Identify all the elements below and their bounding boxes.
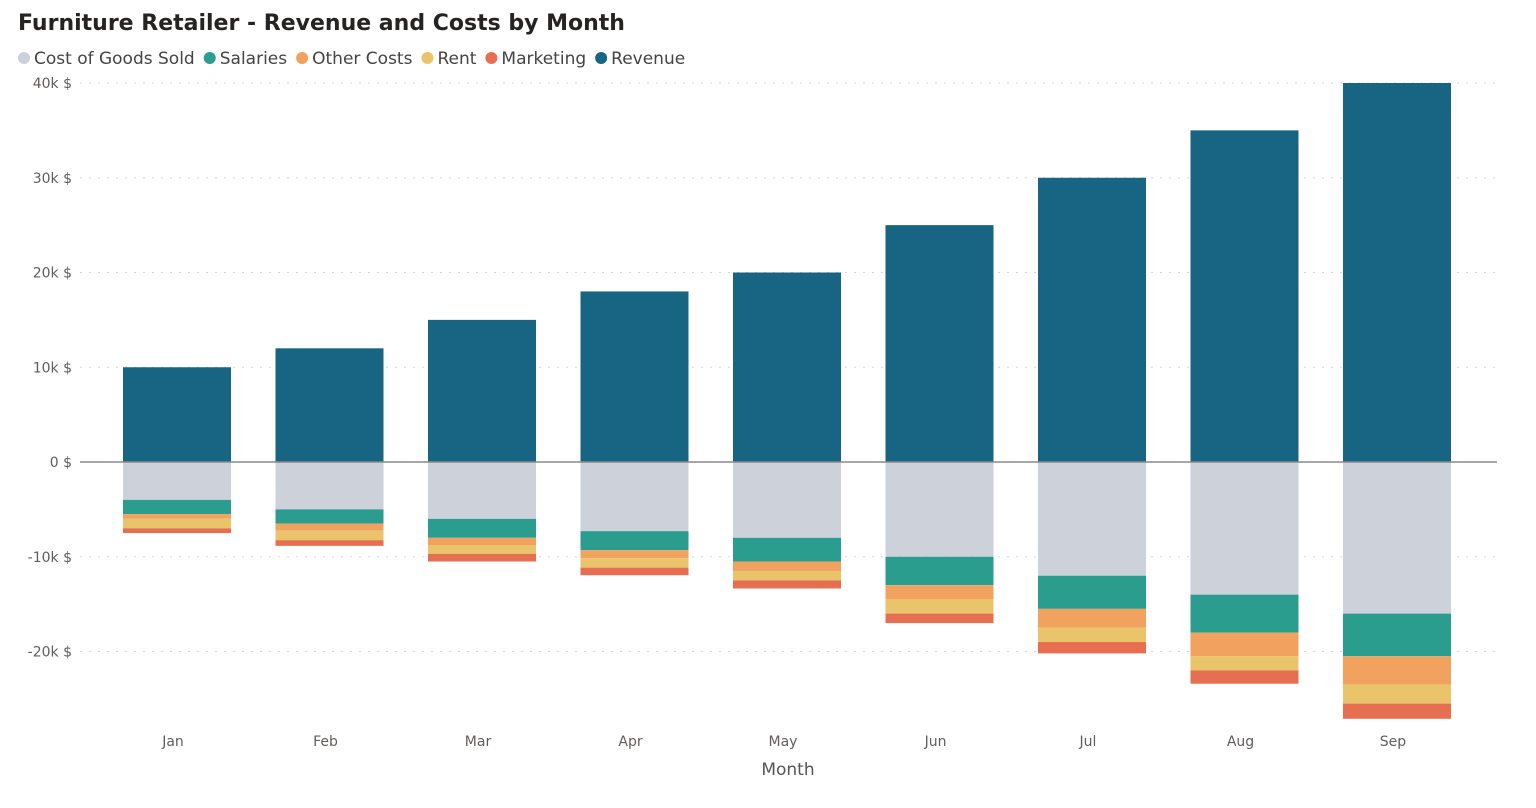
- bar-cost-of-goods-sold-may[interactable]: [733, 462, 841, 538]
- legend-item[interactable]: Rent: [421, 49, 477, 69]
- bar-salaries-jan[interactable]: [123, 499, 231, 515]
- bar-revenue-aug[interactable]: [1190, 130, 1299, 462]
- bar-cost-of-goods-sold-jul[interactable]: [1038, 462, 1146, 576]
- legend-label: Revenue: [611, 49, 685, 69]
- y-tick-label: -20k $: [28, 645, 72, 661]
- y-axis: -20k $ -10k $ 0 $ 10k $ 20k $ 30k $ 40k $: [28, 76, 72, 661]
- bar-marketing-jun[interactable]: [885, 613, 994, 624]
- bar-rent-jul[interactable]: [1038, 627, 1146, 643]
- bar-other-costs-aug[interactable]: [1190, 632, 1299, 657]
- bar-revenue-feb[interactable]: [275, 348, 384, 462]
- bar-rent-aug[interactable]: [1190, 656, 1299, 671]
- bar-marketing-feb[interactable]: [275, 540, 384, 546]
- bar-cost-of-goods-sold-mar[interactable]: [428, 462, 536, 519]
- y-tick-label: 20k $: [33, 266, 72, 282]
- x-axis-title: Month: [761, 760, 814, 780]
- legend: Cost of Goods Sold Salaries Other Costs Ren…: [18, 49, 685, 69]
- bar-marketing-may[interactable]: [733, 580, 841, 589]
- legend-label: Marketing: [501, 49, 586, 69]
- legend-item[interactable]: Other Costs: [296, 49, 413, 69]
- legend-marker: [421, 52, 434, 64]
- bar-rent-apr[interactable]: [580, 558, 689, 568]
- x-tick-label: Aug: [1227, 734, 1254, 750]
- legend-marker: [485, 52, 498, 64]
- x-tick-label: Jul: [1079, 734, 1097, 750]
- bar-revenue-sep[interactable]: [1343, 83, 1451, 462]
- bar-other-costs-may[interactable]: [733, 561, 841, 571]
- bar-other-costs-feb[interactable]: [275, 523, 384, 531]
- y-tick-label: 40k $: [33, 76, 72, 92]
- legend-marker: [18, 52, 30, 64]
- bar-cost-of-goods-sold-apr[interactable]: [580, 462, 689, 532]
- bar-marketing-aug[interactable]: [1190, 670, 1299, 684]
- bar-rent-mar[interactable]: [428, 545, 536, 554]
- bar-marketing-jul[interactable]: [1038, 642, 1146, 654]
- bar-marketing-sep[interactable]: [1343, 703, 1451, 719]
- x-tick-label: Jun: [924, 734, 947, 750]
- legend-marker: [296, 52, 309, 64]
- bar-cost-of-goods-sold-feb[interactable]: [275, 462, 384, 510]
- x-tick-label: Sep: [1380, 734, 1407, 750]
- bar-salaries-aug[interactable]: [1190, 594, 1299, 633]
- x-tick-label: Feb: [313, 734, 338, 750]
- chart-title: Furniture Retailer - Revenue and Costs b…: [18, 11, 625, 36]
- bar-marketing-jan[interactable]: [123, 528, 231, 534]
- bar-cost-of-goods-sold-aug[interactable]: [1190, 462, 1299, 595]
- bar-revenue-may[interactable]: [733, 272, 841, 463]
- bar-other-costs-apr[interactable]: [580, 550, 689, 559]
- x-tick-label: Jan: [161, 734, 184, 750]
- bar-cost-of-goods-sold-jun[interactable]: [885, 462, 994, 557]
- bar-salaries-may[interactable]: [733, 537, 841, 562]
- bar-revenue-jul[interactable]: [1038, 177, 1146, 462]
- bar-rent-jun[interactable]: [885, 599, 994, 614]
- legend-marker: [203, 52, 216, 64]
- bar-cost-of-goods-sold-jan[interactable]: [123, 462, 231, 500]
- legend-label: Rent: [437, 49, 476, 69]
- legend-label: Cost of Goods Sold: [34, 49, 195, 69]
- legend-item[interactable]: Salaries: [203, 49, 288, 69]
- bar-rent-sep[interactable]: [1343, 684, 1451, 704]
- bar-other-costs-jun[interactable]: [885, 585, 994, 600]
- bar-rent-may[interactable]: [733, 570, 841, 581]
- bar-rent-feb[interactable]: [275, 530, 384, 541]
- bar-rent-jan[interactable]: [123, 518, 231, 529]
- x-tick-label: May: [769, 734, 798, 750]
- x-axis: Jan Feb Mar Apr May Jun Jul Aug Sep: [161, 734, 1406, 750]
- bar-salaries-jun[interactable]: [885, 556, 994, 586]
- legend-item[interactable]: Cost of Goods Sold: [18, 49, 195, 69]
- bar-other-costs-sep[interactable]: [1343, 656, 1451, 685]
- bar-salaries-apr[interactable]: [580, 531, 689, 551]
- bar-revenue-jan[interactable]: [123, 367, 231, 462]
- bar-other-costs-mar[interactable]: [428, 537, 536, 546]
- y-tick-label: 10k $: [33, 360, 72, 376]
- bar-marketing-mar[interactable]: [428, 553, 536, 562]
- bar-cost-of-goods-sold-sep[interactable]: [1343, 462, 1451, 614]
- legend-item[interactable]: Revenue: [595, 49, 685, 69]
- legend-label: Other Costs: [312, 49, 412, 69]
- bar-salaries-feb[interactable]: [275, 509, 384, 524]
- bar-revenue-mar[interactable]: [428, 319, 536, 462]
- bar-salaries-sep[interactable]: [1343, 613, 1451, 657]
- y-tick-label: 0 $: [50, 455, 72, 471]
- bar-salaries-jul[interactable]: [1038, 575, 1146, 609]
- y-tick-label: -10k $: [28, 550, 72, 566]
- y-tick-label: 30k $: [33, 171, 72, 187]
- legend-item[interactable]: Marketing: [485, 49, 586, 69]
- bar-other-costs-jul[interactable]: [1038, 608, 1146, 628]
- bars: [123, 83, 1451, 719]
- bar-revenue-apr[interactable]: [580, 291, 689, 462]
- x-tick-label: Mar: [465, 734, 492, 750]
- bar-salaries-mar[interactable]: [428, 518, 536, 538]
- bar-revenue-jun[interactable]: [885, 225, 994, 462]
- legend-label: Salaries: [220, 49, 288, 69]
- bar-other-costs-jan[interactable]: [123, 514, 231, 519]
- x-tick-label: Apr: [618, 734, 642, 750]
- bar-marketing-apr[interactable]: [580, 567, 689, 576]
- legend-marker: [595, 52, 608, 64]
